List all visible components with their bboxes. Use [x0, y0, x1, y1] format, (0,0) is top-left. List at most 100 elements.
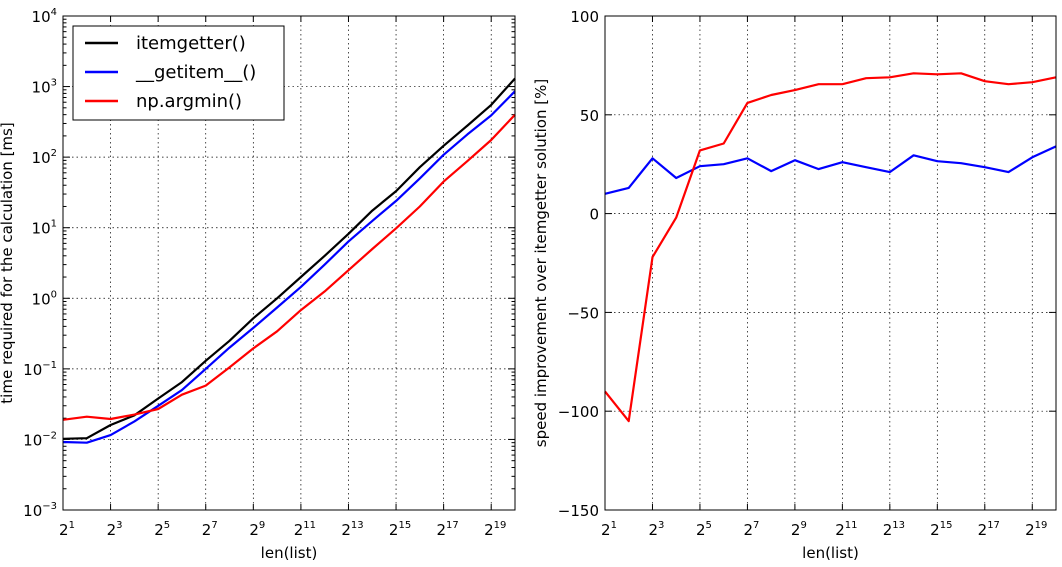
x-tick-label-exponent: 15 — [398, 520, 411, 531]
series-line-npargmin — [62, 113, 516, 421]
series-line-itemgetter — [62, 77, 516, 440]
y-tick-label-base: 10 — [32, 149, 51, 167]
x-tick-label-exponent: 13 — [351, 520, 364, 531]
x-tick-label-exponent: 11 — [303, 520, 316, 531]
x-tick-label-exponent: 11 — [845, 520, 858, 531]
y-tick-label: 10−1 — [23, 360, 57, 379]
x-tick-label-base: 2 — [341, 521, 351, 539]
x-tick-label: 213 — [341, 520, 363, 539]
x-tick-label: 23 — [649, 520, 665, 539]
x-tick-label: 213 — [883, 520, 905, 539]
x-tick-label-exponent: 3 — [658, 520, 664, 531]
x-tick-label-base: 2 — [436, 521, 446, 539]
time-chart: 21 23 25 27 29 211 213 215 217 219104103102101100… — [0, 7, 516, 562]
x-tick-label-base: 2 — [389, 521, 399, 539]
x-tick-label-exponent: 17 — [446, 520, 459, 531]
x-tick-label-base: 2 — [601, 521, 611, 539]
y-tick-label-exponent: 4 — [51, 7, 57, 18]
legend-label: __getitem__() — [135, 62, 256, 83]
x-tick-label-base: 2 — [154, 521, 164, 539]
y-tick-label-base: 10 — [32, 290, 51, 308]
y-tick-label-base: 10 — [23, 431, 42, 449]
y-tick-label: 10−3 — [23, 501, 57, 520]
x-tick-label-base: 2 — [791, 521, 801, 539]
x-tick-label-base: 2 — [202, 521, 212, 539]
x-tick-label: 217 — [978, 520, 1000, 539]
plot-frame — [604, 15, 1057, 511]
x-tick-label-base: 2 — [743, 521, 753, 539]
x-axis-label: len(list) — [802, 544, 859, 562]
y-tick-label: −100 — [558, 403, 599, 421]
x-tick-label: 25 — [154, 520, 170, 539]
y-tick-label: 10−2 — [23, 430, 57, 449]
y-tick-label-exponent: 2 — [51, 148, 57, 159]
y-tick-label: 104 — [32, 7, 57, 26]
x-tick-label-exponent: 3 — [116, 520, 122, 531]
y-axis-label: time required for the calculation [ms] — [0, 122, 16, 403]
x-tick-label-exponent: 9 — [800, 520, 806, 531]
x-tick-label-exponent: 5 — [164, 520, 170, 531]
y-tick-label: 101 — [32, 219, 57, 238]
y-tick-label: −50 — [567, 304, 599, 322]
y-tick-label-exponent: 3 — [51, 78, 57, 89]
x-tick-label-base: 2 — [930, 521, 940, 539]
y-tick-label-base: 10 — [32, 220, 51, 238]
x-tick-label-base: 2 — [107, 521, 117, 539]
x-tick-label: 215 — [389, 520, 411, 539]
y-tick-label: 0 — [589, 206, 599, 224]
x-tick-label-exponent: 1 — [611, 520, 617, 531]
x-tick-label-exponent: 19 — [494, 520, 507, 531]
y-tick-label: 50 — [580, 107, 599, 125]
x-tick-label-exponent: 5 — [706, 520, 712, 531]
y-tick-label-exponent: 1 — [51, 219, 57, 230]
speed-improvement-chart: 21 23 25 27 29 211 213 215 217 219100500−50−100−1… — [532, 8, 1057, 562]
x-tick-label-base: 2 — [294, 521, 304, 539]
y-tick-label-base: 10 — [32, 8, 51, 26]
x-tick-label: 211 — [835, 520, 857, 539]
x-tick-label-base: 2 — [249, 521, 259, 539]
y-tick-label: 100 — [570, 8, 599, 26]
x-tick-label-exponent: 7 — [753, 520, 759, 531]
x-tick-label: 29 — [791, 520, 807, 539]
x-tick-label: 27 — [743, 520, 759, 539]
plot-frame — [62, 15, 516, 511]
x-tick-label-exponent: 13 — [892, 520, 905, 531]
y-tick-label: 102 — [32, 148, 57, 167]
x-tick-label: 219 — [484, 520, 506, 539]
y-tick-label: −150 — [558, 502, 599, 520]
y-tick-label-base: 10 — [32, 79, 51, 97]
x-tick-label: 29 — [249, 520, 265, 539]
series-line-getitem — [62, 90, 516, 444]
legend-label: itemgetter() — [136, 33, 246, 54]
x-tick-label-base: 2 — [835, 521, 845, 539]
legend: itemgetter() __getitem__() np.argmin() — [72, 25, 285, 121]
series-line-0 — [604, 145, 1057, 195]
y-tick-label: 100 — [32, 289, 57, 308]
x-tick-label-base: 2 — [883, 521, 893, 539]
x-tick-label-base: 2 — [978, 521, 988, 539]
x-tick-label-base: 2 — [1025, 521, 1035, 539]
x-tick-label-exponent: 17 — [987, 520, 1000, 531]
x-tick-label: 217 — [436, 520, 458, 539]
y-tick-label-exponent: 0 — [51, 289, 57, 300]
y-tick-label: 103 — [32, 78, 57, 97]
x-tick-label-exponent: 15 — [940, 520, 953, 531]
y-tick-label-base: 10 — [23, 502, 42, 520]
x-tick-label-exponent: 7 — [211, 520, 217, 531]
y-tick-label-exponent: −3 — [42, 501, 57, 512]
x-tick-label: 27 — [202, 520, 218, 539]
x-tick-label-base: 2 — [484, 521, 494, 539]
x-axis-label: len(list) — [261, 544, 318, 562]
x-tick-label-base: 2 — [649, 521, 659, 539]
x-tick-label: 219 — [1025, 520, 1047, 539]
x-tick-label-exponent: 19 — [1035, 520, 1048, 531]
x-tick-label: 25 — [696, 520, 712, 539]
y-tick-label-exponent: −2 — [42, 430, 57, 441]
x-tick-label: 21 — [601, 520, 617, 539]
x-tick-label: 211 — [294, 520, 316, 539]
x-tick-label: 21 — [59, 520, 75, 539]
x-tick-label-exponent: 9 — [259, 520, 265, 531]
x-tick-label-base: 2 — [59, 521, 69, 539]
legend-label: np.argmin() — [136, 91, 242, 112]
